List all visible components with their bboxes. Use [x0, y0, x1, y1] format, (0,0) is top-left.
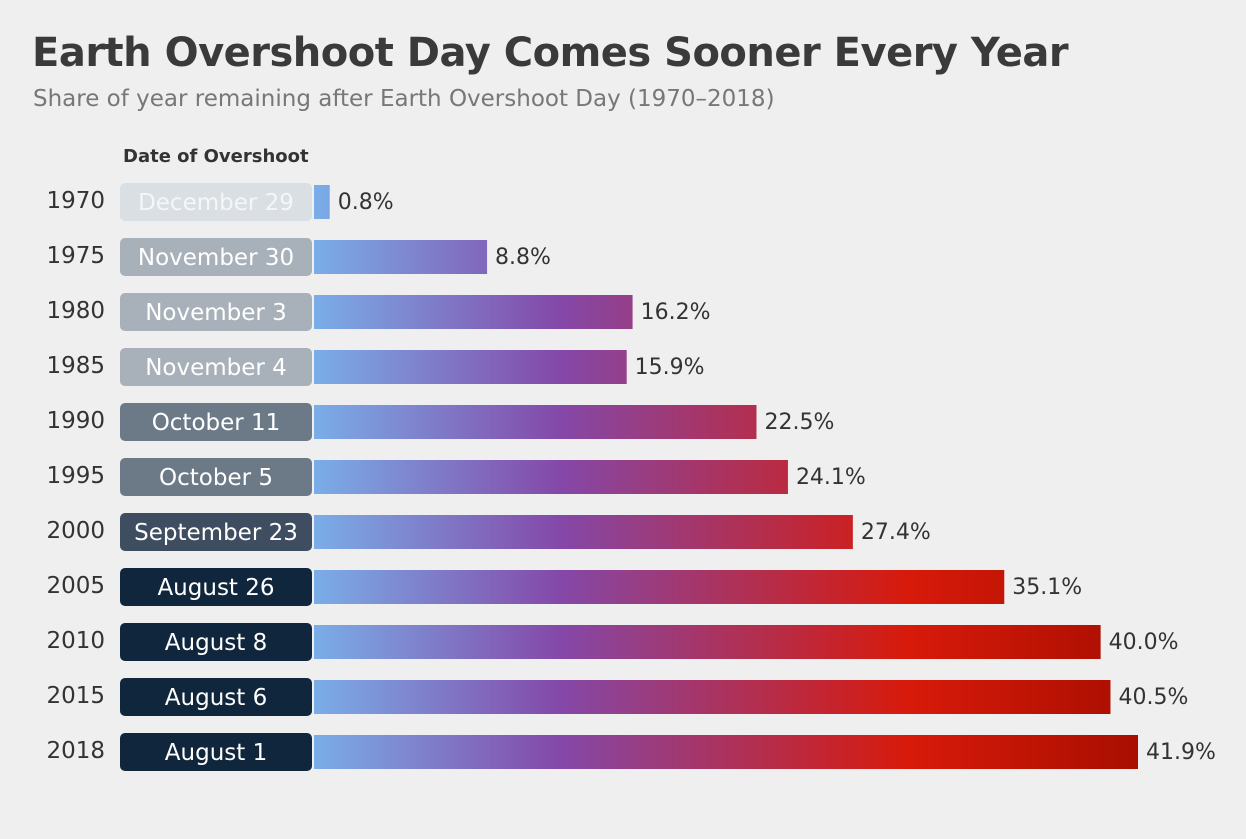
bar — [314, 240, 488, 274]
date-pill — [120, 568, 312, 606]
date-pill — [120, 348, 312, 386]
value-label: 41.9% — [1146, 740, 1216, 765]
year-label: 1985 — [46, 353, 105, 379]
year-label: 2005 — [46, 573, 105, 599]
value-label: 40.5% — [1118, 685, 1188, 710]
value-label: 0.8% — [338, 190, 394, 215]
chart-title: Earth Overshoot Day Comes Sooner Every Y… — [32, 30, 1069, 76]
year-label: 2018 — [46, 738, 105, 764]
value-label: 35.1% — [1012, 575, 1082, 600]
date-label: October 11 — [152, 410, 281, 436]
date-label: October 5 — [159, 465, 273, 491]
date-label: September 23 — [134, 520, 298, 546]
year-label: 1980 — [46, 298, 105, 324]
bar — [314, 460, 788, 494]
date-label: August 26 — [157, 575, 274, 601]
value-label: 22.5% — [764, 410, 834, 435]
value-label: 27.4% — [861, 520, 931, 545]
value-label: 40.0% — [1109, 630, 1179, 655]
date-pill — [120, 513, 312, 551]
bar — [314, 625, 1101, 659]
date-pill — [120, 733, 312, 771]
year-label: 2000 — [46, 518, 105, 544]
year-label: 1970 — [46, 188, 105, 214]
year-label: 1975 — [46, 243, 105, 269]
bar — [314, 405, 757, 439]
bar — [314, 350, 627, 384]
year-label: 1990 — [46, 408, 105, 434]
date-pill — [120, 678, 312, 716]
year-label: 1995 — [46, 463, 105, 489]
date-label: August 8 — [165, 630, 267, 656]
bar — [314, 185, 330, 219]
date-label: November 3 — [145, 300, 287, 326]
date-label: December 29 — [138, 190, 294, 216]
date-pill — [120, 403, 312, 441]
date-pill — [120, 183, 312, 221]
year-label: 2015 — [46, 683, 105, 709]
bar — [314, 295, 633, 329]
date-pill — [120, 458, 312, 496]
value-label: 8.8% — [495, 245, 551, 270]
date-pill — [120, 293, 312, 331]
chart-subtitle: Share of year remaining after Earth Over… — [33, 86, 775, 112]
date-label: November 4 — [145, 355, 287, 381]
date-label: November 30 — [138, 245, 294, 271]
chart-rows: 1970 December 29 0.8% 1975 November 30 8.8% 19… — [46, 183, 1216, 771]
bar — [314, 515, 853, 549]
date-column-header: Date of Overshoot — [123, 146, 309, 167]
bar — [314, 735, 1138, 769]
bar — [314, 680, 1111, 714]
value-label: 16.2% — [641, 300, 711, 325]
date-label: August 1 — [165, 740, 267, 766]
date-pill — [120, 238, 312, 276]
date-pill — [120, 623, 312, 661]
bar — [314, 570, 1005, 604]
value-label: 15.9% — [635, 355, 705, 380]
date-label: August 6 — [165, 685, 267, 711]
value-label: 24.1% — [796, 465, 866, 490]
year-label: 2010 — [46, 628, 105, 654]
